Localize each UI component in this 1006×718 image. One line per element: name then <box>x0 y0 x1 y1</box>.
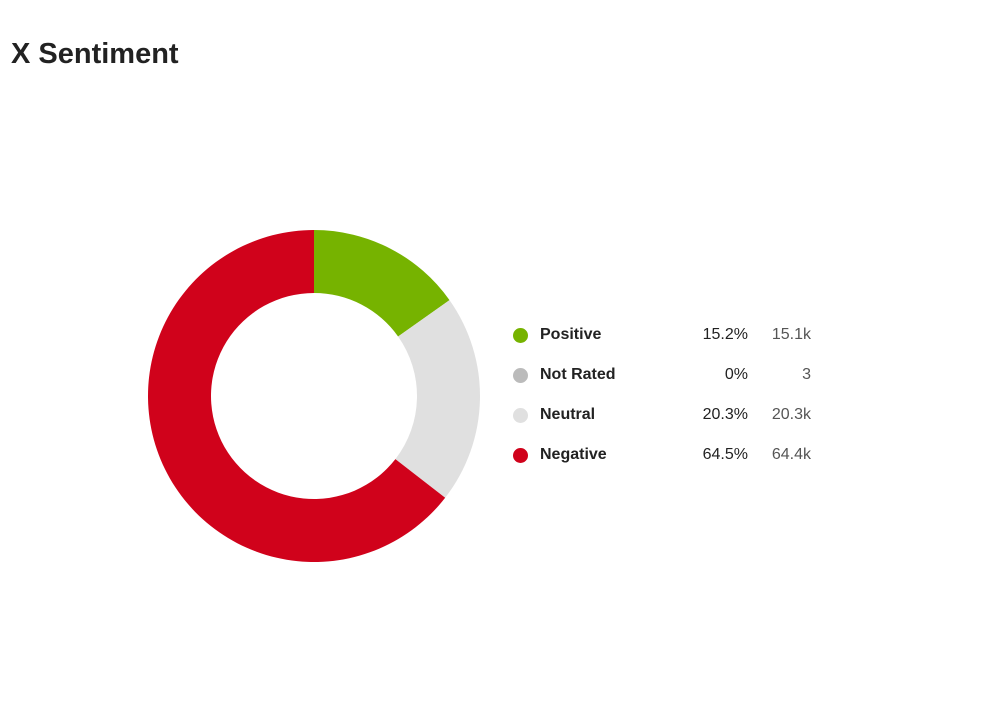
legend-dot-negative <box>513 448 528 463</box>
legend-label: Not Rated <box>540 366 616 383</box>
slice-neutral[interactable] <box>395 300 480 498</box>
chart-title: X Sentiment <box>11 38 179 70</box>
legend-dot-neutral <box>513 408 528 423</box>
legend-item-neutral[interactable]: Neutral 20.3% 20.3k <box>512 403 822 443</box>
legend-item-negative[interactable]: Negative 64.5% 64.4k <box>512 443 822 483</box>
legend-count: 20.3k <box>771 406 811 423</box>
legend-item-not-rated[interactable]: Not Rated 0% 3 <box>512 363 822 403</box>
slice-negative[interactable] <box>147 230 446 562</box>
legend-count: 15.1k <box>771 326 811 343</box>
legend-percent: 20.3% <box>702 406 748 423</box>
slice-positive[interactable] <box>314 230 450 337</box>
legend-percent: 64.5% <box>702 446 748 463</box>
legend-label: Positive <box>540 326 602 343</box>
chart-legend: Positive 15.2% 15.1k Not Rated 0% 3 Neut… <box>512 323 822 483</box>
legend-label: Neutral <box>540 406 596 423</box>
legend-item-positive[interactable]: Positive 15.2% 15.1k <box>512 323 822 363</box>
legend-count: 3 <box>802 366 811 383</box>
legend-dot-positive <box>513 328 528 343</box>
legend-percent: 15.2% <box>702 326 748 343</box>
legend-dot-not-rated <box>513 368 528 383</box>
legend-label: Negative <box>540 446 607 463</box>
legend-percent: 0% <box>724 366 748 383</box>
legend-count: 64.4k <box>771 446 811 463</box>
